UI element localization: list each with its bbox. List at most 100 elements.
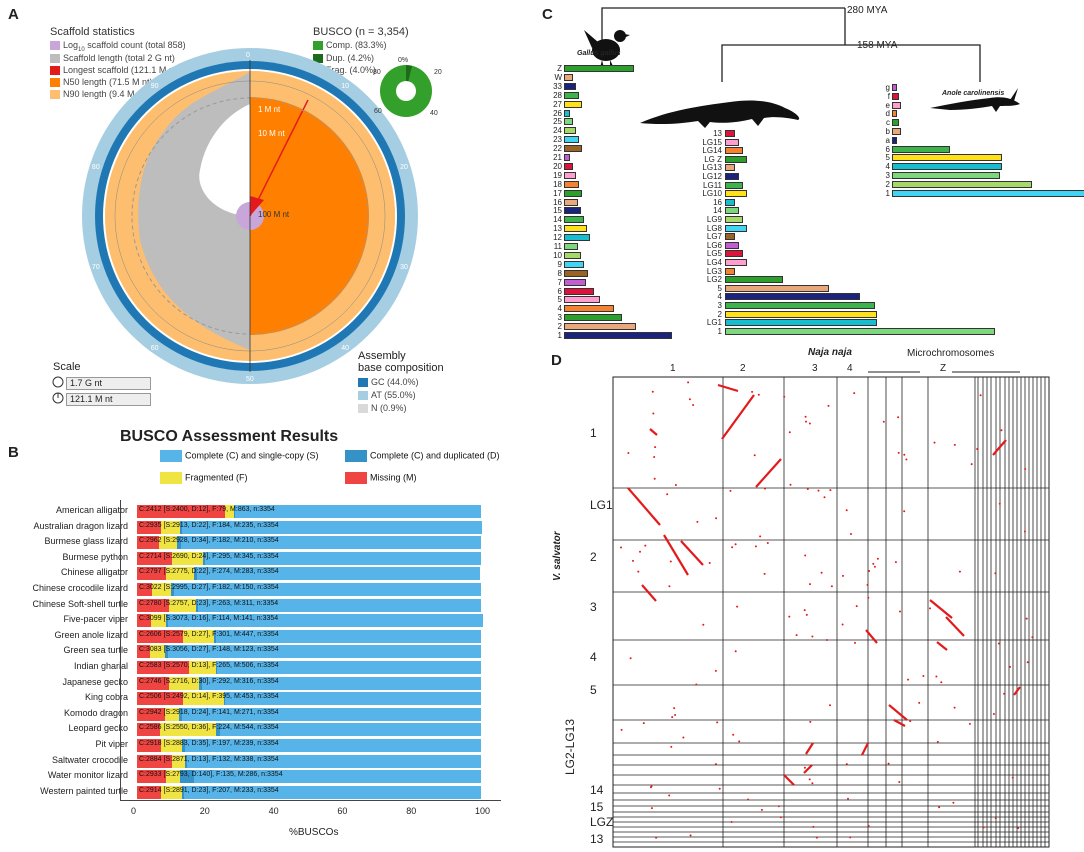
busco-x-label: %BUSCOs xyxy=(289,827,339,838)
synteny-segment xyxy=(1013,686,1021,696)
synteny-segment xyxy=(641,584,657,602)
synteny-dot xyxy=(689,834,692,837)
mini-tick-60: 60 xyxy=(374,108,382,115)
busco-category-label: Chinese Soft-shell turtle xyxy=(32,598,128,609)
chromosome-label: LG9 xyxy=(706,215,722,224)
d-side-label: 4 xyxy=(590,650,597,664)
chromosome-label: LG4 xyxy=(706,258,722,267)
chromosome-bar xyxy=(725,241,739,249)
legend-n: N (0.9%) xyxy=(358,403,407,414)
chromosome-bar xyxy=(725,259,747,266)
busco-bar-segment xyxy=(182,520,483,534)
busco-bar-row: C:2586 [S:2550, D:36], F:224, M:544, n:3… xyxy=(137,723,481,737)
busco-bar-segment xyxy=(137,629,183,643)
synteny-dot xyxy=(812,825,815,828)
chromosome-bar xyxy=(564,73,573,81)
chromosome-bar xyxy=(564,198,578,206)
synteny-segment xyxy=(783,774,795,786)
chromosome-bar xyxy=(725,267,735,275)
busco-bar-segment xyxy=(173,583,481,596)
chromosome-label: 17 xyxy=(553,188,562,198)
synteny-dot xyxy=(650,807,653,810)
chromosome-label: 3 xyxy=(885,171,890,180)
synteny-dot xyxy=(803,766,806,769)
chromosome-label: 20 xyxy=(553,161,562,171)
synteny-dot xyxy=(882,420,885,423)
synteny-dot xyxy=(627,452,630,454)
synteny-dot xyxy=(873,565,876,568)
busco-bar-segment xyxy=(180,536,481,550)
synteny-dot xyxy=(732,733,735,736)
busco-bar-segment xyxy=(171,754,186,768)
busco-category-label: Green anole lizard xyxy=(54,629,128,640)
chromosome-bar xyxy=(725,155,747,163)
synteny-dot xyxy=(805,420,807,423)
busco-bar-text: C:2780 [S:2757, D:23], F:263, M:311, n:3… xyxy=(139,599,279,607)
chromosome-bar xyxy=(725,327,995,335)
synteny-dot xyxy=(808,778,811,781)
synteny-dot xyxy=(731,546,734,549)
chromosome-bar xyxy=(564,296,600,304)
chromosome-label: 28 xyxy=(553,90,562,100)
synteny-dot xyxy=(674,714,677,716)
busco-bar-row: C:2606 [S:2579, D:27], F:301, M:447, n:3… xyxy=(137,629,481,643)
busco-bar-segment xyxy=(166,770,180,784)
synteny-dot xyxy=(692,404,695,406)
synteny-segment xyxy=(865,629,878,644)
busco-bar-segment xyxy=(161,739,182,752)
busco-bar-segment xyxy=(137,707,165,721)
synteny-dot xyxy=(855,605,858,608)
label-10m: 10 M nt xyxy=(258,129,285,138)
busco-bar-segment xyxy=(217,661,481,674)
synteny-dot xyxy=(671,716,674,719)
chromosome-bar xyxy=(892,92,899,100)
scale-total: 1.7 G nt xyxy=(66,377,151,390)
busco-bar-segment xyxy=(137,676,170,690)
synteny-dot xyxy=(1024,468,1027,470)
mini-tick-0: 0% xyxy=(398,57,408,64)
synteny-dot xyxy=(714,669,717,672)
chromosome-bar xyxy=(725,216,743,223)
synteny-dot xyxy=(922,675,925,677)
legend-missing: Missing (M) xyxy=(345,472,417,484)
busco-bar-segment xyxy=(185,754,187,768)
synteny-dot xyxy=(779,816,782,819)
synteny-dot xyxy=(1023,530,1026,533)
ring-tick-label: 50 xyxy=(246,376,254,383)
busco-bar-text: C:2746 [S:2716, D:30], F:292, M:316, n:3… xyxy=(139,677,279,685)
synteny-dot xyxy=(936,740,939,743)
chromosome-bar xyxy=(892,101,901,109)
gallus-karyotype: Z W 33 28 27 26 25 24 23 22 21 20 19 18 17 16 15 14 13 12 11… xyxy=(540,60,690,340)
synteny-dot xyxy=(823,496,826,499)
busco-x-tick: 0 xyxy=(131,806,137,816)
synteny-dot xyxy=(1000,429,1003,432)
busco-bar-text: C:2918 [S:2883, D:35], F:197, M:239, n:3… xyxy=(139,740,279,747)
chromosome-bar xyxy=(892,145,950,153)
busco-bar-text: C:2586 [S:2550, D:36], F:224, M:544, n:3… xyxy=(139,724,279,732)
synteny-dot xyxy=(777,805,780,808)
legend-fragmented: Fragmented (F) xyxy=(160,472,248,484)
synteny-dot xyxy=(829,704,831,707)
synteny-dot xyxy=(935,675,938,678)
synteny-dot xyxy=(847,797,849,800)
chromosome-label: 2 xyxy=(557,322,562,332)
chromosome-bar xyxy=(892,128,901,135)
chromosome-label: c xyxy=(886,118,890,128)
synteny-dot xyxy=(620,728,623,731)
busco-bar-segment xyxy=(196,567,480,581)
synteny-dot xyxy=(952,801,955,804)
synteny-dot xyxy=(825,639,828,641)
d-side-label: 15 xyxy=(590,800,604,814)
busco-bar-segment xyxy=(180,770,195,784)
panel-label-d: D xyxy=(551,352,562,369)
chromosome-bar xyxy=(892,110,897,118)
chromosome-bar xyxy=(564,118,573,126)
chromosome-bar xyxy=(564,127,576,135)
synteny-dot xyxy=(809,720,812,723)
d-side-label: 5 xyxy=(590,683,597,697)
ring-tick-label: 10 xyxy=(341,83,349,90)
legend-duplicated: Complete (C) and duplicated (D) xyxy=(345,450,500,462)
phylogeny-tree: 280 MYA 158 MYA Gallus gallus Varanus sa… xyxy=(577,5,1020,128)
synteny-dot xyxy=(668,794,671,797)
synteny-dot xyxy=(639,550,641,553)
